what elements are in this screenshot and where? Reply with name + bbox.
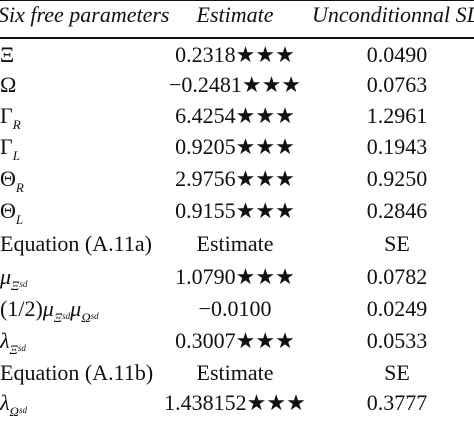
estimate-value: 2.9756★★★ [175, 166, 295, 191]
param-subsubscript: sd [18, 405, 27, 415]
sd-value: 0.2846 [366, 198, 428, 223]
param-label: μΞsd [0, 264, 28, 293]
header-parameters: Six free parameters [0, 2, 170, 27]
param-subsubscript: sd [17, 343, 26, 353]
sd-value: 0.0763 [366, 72, 428, 97]
param-subscript: Ξ [9, 342, 18, 357]
param-label: ΓR [0, 103, 21, 132]
table-header-row: Six free parameters Estimate Uncondition… [0, 0, 474, 30]
param-subscript: Ξ [11, 278, 20, 293]
se-heading: SE [384, 360, 410, 385]
param-subscript: L [12, 148, 20, 163]
param-label: λΩsd [0, 390, 27, 419]
table-row: Ω −0.2481★★★ 0.0763 [0, 70, 474, 100]
table-row: Equation (A.11a) Estimate SE [0, 229, 474, 259]
estimate-value: 0.3007★★★ [175, 328, 295, 353]
param-label: ΘR [0, 166, 24, 195]
param-subscript: R [12, 117, 21, 132]
table-row: ΓL 0.9205★★★ 0.1943 [0, 132, 474, 163]
param-label: (1/2)μΞsdμΩsd [0, 296, 99, 325]
header-estimate: Estimate [196, 2, 274, 27]
se-heading: SE [384, 231, 410, 256]
sd-value: 0.0782 [366, 264, 428, 289]
section-label: Equation (A.11a) [0, 231, 152, 256]
section-label: Equation (A.11b) [0, 360, 154, 385]
param-label: ΘL [0, 198, 24, 227]
param-subsubscript: sd [19, 279, 28, 289]
table-row: (1/2)μΞsdμΩsd −0.0100 0.0249 [0, 294, 474, 325]
param-label: Ξ [0, 42, 15, 67]
param-label: Ω [0, 72, 17, 97]
estimate-value: 0.9205★★★ [175, 134, 295, 159]
param-subscript: L [15, 212, 24, 227]
sd-value: 0.0533 [366, 328, 428, 353]
table-top-rule [0, 0, 474, 1]
estimate-value: 1.0790★★★ [175, 264, 295, 289]
table-row: Ξ 0.2318★★★ 0.0490 [0, 40, 474, 70]
param-label: λΞsd [0, 328, 26, 357]
param-subscript: Ω [9, 404, 19, 419]
estimate-value: 6.4254★★★ [175, 103, 295, 128]
estimate-value: 0.9155★★★ [175, 198, 295, 223]
sd-value: 1.2961 [366, 103, 428, 128]
estimate-heading: Estimate [196, 231, 274, 256]
sd-value: 0.3777 [366, 390, 428, 415]
table-header-rule [0, 37, 474, 39]
table-row: ΓR 6.4254★★★ 1.2961 [0, 101, 474, 132]
estimate-value: 1.438152★★★ [164, 390, 306, 415]
table-row: ΘL 0.9155★★★ 0.2846 [0, 196, 474, 227]
table-row: μΞsd 1.0790★★★ 0.0782 [0, 262, 474, 293]
estimate-heading: Estimate [196, 360, 274, 385]
table-row: λΞsd 0.3007★★★ 0.0533 [0, 326, 474, 357]
header-unconditional-sd: Unconditionnal SD [312, 2, 474, 27]
table-row: Equation (A.11b) Estimate SE [0, 358, 474, 388]
sd-value: 0.0249 [366, 296, 428, 321]
param-subscript: R [15, 180, 24, 195]
estimate-value: −0.0100 [198, 296, 272, 321]
estimate-value: 0.2318★★★ [175, 42, 295, 67]
estimate-value: −0.2481★★★ [168, 72, 302, 97]
sd-value: 0.9250 [366, 166, 428, 191]
sd-value: 0.1943 [366, 134, 428, 159]
param-label: ΓL [0, 134, 20, 163]
sd-value: 0.0490 [366, 42, 428, 67]
table-row: ΘR 2.9756★★★ 0.9250 [0, 164, 474, 195]
table-row: λΩsd 1.438152★★★ 0.3777 [0, 388, 474, 419]
